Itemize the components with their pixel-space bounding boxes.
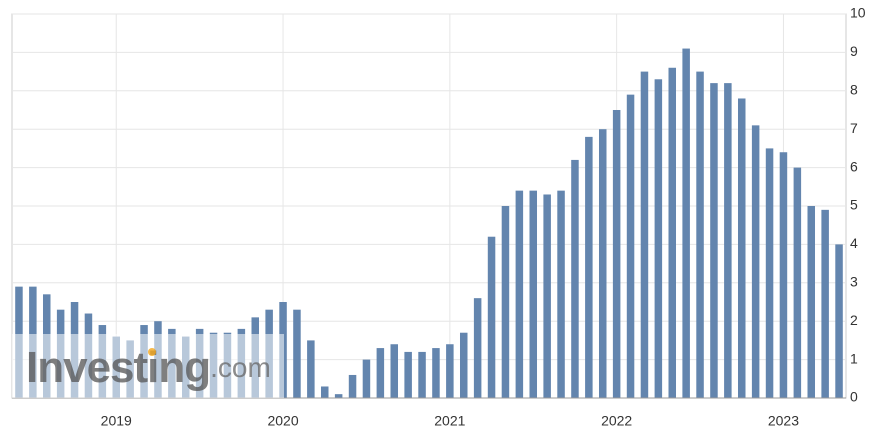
bar [320, 386, 329, 398]
y-tick-label: 5 [850, 197, 858, 213]
bar [446, 344, 454, 398]
bar [765, 148, 774, 398]
y-tick-label: 0 [850, 389, 858, 405]
bar [376, 348, 385, 398]
bar [473, 298, 482, 398]
x-tick-label: 2023 [768, 413, 799, 429]
y-tick-label: 7 [850, 120, 858, 136]
bar [779, 152, 788, 398]
bar [307, 340, 315, 398]
bar [543, 194, 551, 398]
watermark: Investing.com [26, 343, 271, 392]
bar [751, 125, 760, 399]
watermark-text: .com [210, 352, 271, 383]
bar [459, 332, 468, 398]
bar [293, 309, 301, 398]
y-tick-label: 1 [850, 350, 858, 366]
bar [612, 110, 621, 398]
bar [668, 67, 677, 398]
bar [529, 190, 538, 398]
watermark-panel [12, 334, 284, 398]
x-tick-label: 2020 [267, 413, 298, 429]
bar [724, 83, 732, 399]
bar [432, 348, 440, 398]
bar [487, 236, 496, 398]
bar [626, 94, 635, 398]
y-tick-label: 2 [850, 312, 858, 328]
x-tick-label: 2022 [601, 413, 632, 429]
bar [821, 209, 829, 398]
bar [585, 136, 593, 398]
bar [807, 206, 816, 398]
bar [654, 79, 663, 398]
bar [682, 48, 690, 399]
bar [334, 394, 343, 398]
watermark-text: Investing [26, 343, 210, 392]
y-tick-label: 10 [850, 5, 866, 21]
x-tick-label: 2019 [101, 413, 132, 429]
y-tick-label: 9 [850, 43, 858, 59]
watermark-dot [148, 348, 156, 356]
bar [390, 344, 399, 398]
y-tick-label: 3 [850, 274, 858, 290]
bar [404, 351, 412, 398]
bar [501, 206, 510, 398]
y-tick-label: 4 [850, 235, 858, 251]
bar [571, 159, 579, 398]
bar [515, 190, 524, 398]
bar [348, 374, 357, 398]
bar [696, 71, 704, 398]
bar [710, 83, 718, 399]
bar [793, 167, 802, 398]
y-tick-label: 6 [850, 158, 858, 174]
x-tick-label: 2021 [434, 413, 465, 429]
bar [640, 71, 649, 398]
bar [418, 351, 426, 398]
bar [598, 129, 607, 398]
bar [557, 190, 565, 398]
bar [835, 244, 843, 398]
bar [737, 98, 746, 398]
y-tick-label: 8 [850, 82, 858, 98]
bar [362, 359, 371, 398]
